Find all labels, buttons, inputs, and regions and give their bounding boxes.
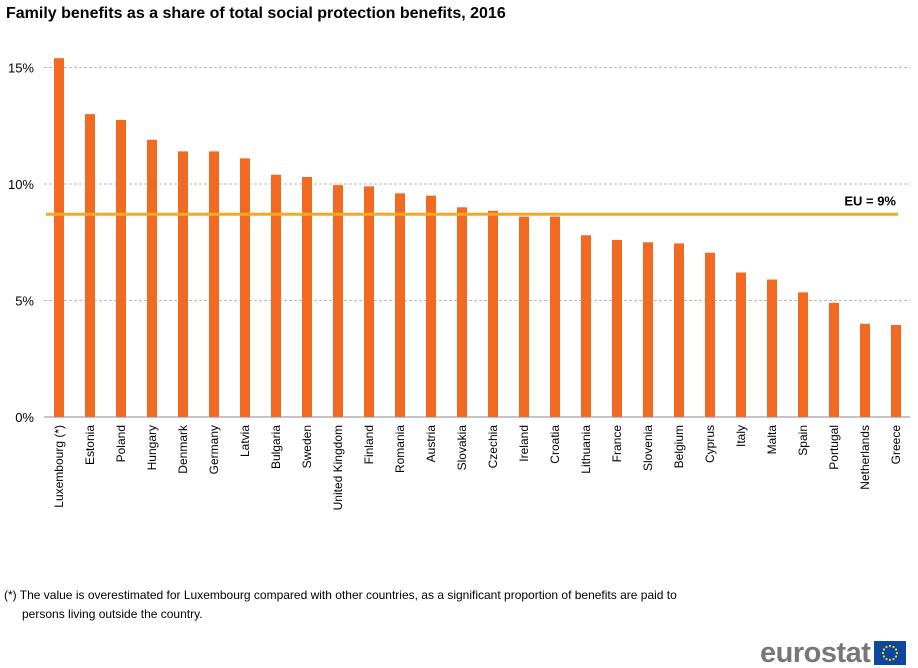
bar — [798, 292, 808, 417]
star-icon — [889, 644, 892, 648]
bar — [705, 252, 715, 417]
y-tick-label: 5% — [15, 294, 34, 309]
star-icon — [892, 657, 896, 661]
bar — [674, 243, 684, 417]
x-tick-label: United Kingdom — [331, 425, 345, 510]
bar — [550, 216, 560, 417]
bar — [364, 186, 374, 417]
bar — [116, 119, 126, 418]
footnote-line-2: persons living outside the country. — [22, 607, 203, 621]
bar — [271, 174, 281, 417]
bar-chart: 0% 5% 10% 15% Luxembourg (*) Estonia Poland Hun… — [8, 58, 910, 510]
bar — [829, 302, 839, 417]
star-icon — [895, 655, 898, 658]
bar — [860, 323, 870, 417]
x-tick-label: Cyprus — [703, 425, 717, 463]
star-icon — [885, 657, 889, 661]
star-icon — [883, 655, 886, 658]
eu-average-label: EU = 9% — [844, 193, 896, 208]
y-tick-label: 0% — [15, 410, 34, 425]
x-tick-label: Estonia — [83, 425, 97, 465]
x-tick-label: Latvia — [238, 425, 252, 457]
x-tick-label: Finland — [362, 425, 376, 464]
eurostat-logo: eurostat — [760, 637, 907, 668]
x-tick-label: Romania — [393, 425, 407, 473]
x-tick-label: Greece — [889, 425, 903, 465]
bar — [488, 210, 498, 417]
star-icon — [892, 645, 896, 649]
chart-title: Family benefits as a share of total soci… — [6, 5, 506, 22]
bar — [395, 193, 405, 417]
bar — [240, 158, 250, 417]
x-tick-label: Italy — [734, 425, 748, 447]
x-tick-label: Malta — [765, 425, 779, 455]
footnote-line-1: (*) The value is overestimated for Luxem… — [4, 588, 677, 602]
bar — [767, 279, 777, 417]
bar — [178, 151, 188, 417]
bar — [209, 151, 219, 417]
logo-text: eurostat — [760, 637, 871, 668]
eu-flag-icon — [874, 641, 907, 665]
bar — [612, 239, 622, 417]
y-tick-label: 10% — [8, 177, 34, 192]
x-tick-label: Austria — [424, 425, 438, 463]
star-icon — [889, 658, 892, 662]
bar — [457, 207, 467, 417]
x-tick-label: Slovenia — [641, 425, 655, 471]
x-tick-label: Ireland — [517, 425, 531, 462]
star-icon — [882, 651, 885, 655]
bar — [302, 177, 312, 417]
x-tick-label: Poland — [114, 425, 128, 462]
x-tick-label: Portugal — [827, 425, 841, 470]
x-tick-label: Sweden — [300, 425, 314, 468]
bar — [85, 114, 95, 417]
bar — [147, 139, 157, 418]
y-tick-label: 15% — [8, 61, 34, 76]
x-tick-label: Spain — [796, 425, 810, 456]
x-tick-label: Hungary — [145, 425, 159, 470]
star-icon — [896, 651, 899, 655]
x-tick-label: Denmark — [176, 424, 190, 474]
bar — [643, 242, 653, 417]
bar — [736, 272, 746, 417]
star-icon — [883, 648, 886, 651]
x-tick-label: Belgium — [672, 425, 686, 468]
bar — [333, 185, 343, 417]
x-tick-label: Slovakia — [455, 425, 469, 471]
x-tick-label: Czechia — [486, 425, 500, 469]
bar — [519, 216, 529, 417]
bar — [891, 324, 901, 417]
x-tick-label: Bulgaria — [269, 425, 283, 469]
x-tick-label: Luxembourg (*) — [52, 425, 66, 508]
x-tick-label: Germany — [207, 425, 221, 474]
x-tick-label: France — [610, 425, 624, 463]
star-icon — [895, 648, 898, 651]
bar — [426, 195, 436, 417]
bar — [581, 235, 591, 417]
x-tick-label: Netherlands — [858, 425, 872, 490]
x-tick-label: Lithuania — [579, 425, 593, 474]
x-tick-label: Croatia — [548, 425, 562, 464]
star-icon — [885, 645, 889, 649]
bar — [54, 58, 64, 418]
